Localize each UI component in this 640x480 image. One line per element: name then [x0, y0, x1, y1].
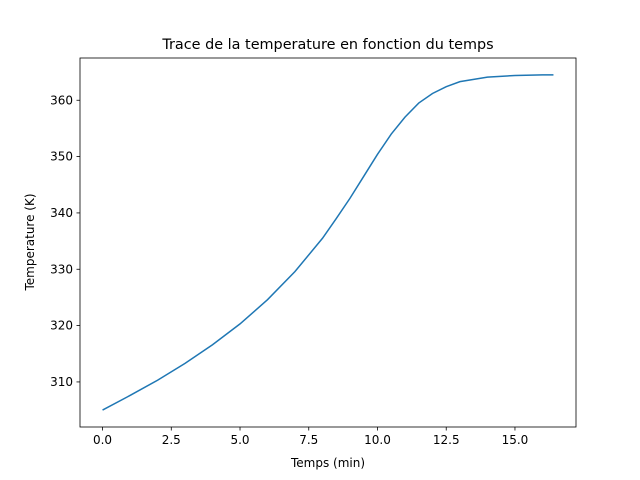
- x-tick-label: 2.5: [162, 433, 181, 447]
- y-tick-label: 350: [50, 150, 73, 164]
- x-tick-label: 10.0: [364, 433, 391, 447]
- chart-title: Trace de la temperature en fonction du t…: [161, 37, 493, 53]
- x-tick-label: 15.0: [502, 433, 529, 447]
- y-tick-label: 310: [50, 375, 73, 389]
- x-tick-label: 0.0: [93, 433, 112, 447]
- x-tick-label: 7.5: [299, 433, 318, 447]
- y-tick-label: 340: [50, 206, 73, 220]
- y-tick-label: 330: [50, 262, 73, 276]
- x-axis-label: Temps (min): [290, 456, 365, 470]
- line: [102, 74, 554, 411]
- y-tick-label: 360: [50, 93, 73, 107]
- x-tick-label: 5.0: [230, 433, 249, 447]
- y-axis-label: Temperature (K): [23, 193, 37, 291]
- plot-frame: [79, 57, 577, 428]
- y-tick-label: 320: [50, 319, 73, 333]
- x-tick-label: 12.5: [433, 433, 460, 447]
